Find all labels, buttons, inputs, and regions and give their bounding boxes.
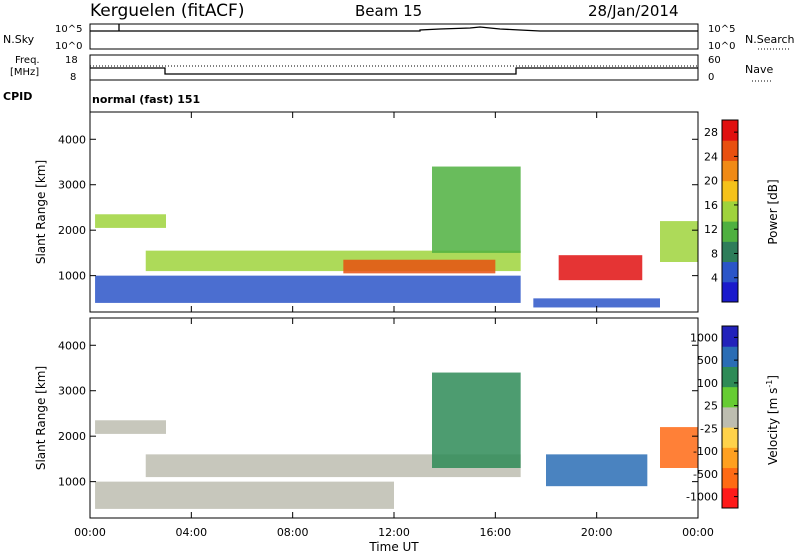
power-colorbar-frame bbox=[721, 119, 739, 303]
power-ylabel: Slant Range [km] bbox=[34, 160, 48, 264]
velocity-colorbar-swatch bbox=[722, 487, 738, 509]
nsearch-tick-top: 10^5 bbox=[708, 24, 735, 35]
beam-label: Beam 15 bbox=[355, 2, 422, 20]
freq-unit-label: [MHz] bbox=[10, 67, 39, 78]
velocity-colorbar-swatch bbox=[722, 386, 738, 408]
power-scatter-region bbox=[660, 221, 698, 262]
nave-label: Nave bbox=[745, 63, 773, 76]
velocity-ytick-label: 4000 bbox=[58, 339, 86, 352]
power-scatter-region bbox=[558, 255, 643, 281]
velocity-colorbar-label: Velocity [m s-1] bbox=[765, 375, 780, 465]
power-colorbar-label: Power [dB] bbox=[766, 179, 780, 244]
power-panel: 1000 2000 3000 4000 Slant Range [km] 4 8 12 16… bbox=[34, 111, 780, 313]
velocity-scatter-region bbox=[95, 420, 166, 434]
power-colorbar-tick-label: 8 bbox=[711, 247, 718, 260]
x-axis-label: Time UT bbox=[368, 540, 419, 554]
power-scatter-region bbox=[533, 298, 660, 308]
velocity-colorbar-swatch bbox=[722, 346, 738, 367]
cpid-text: normal (fast) 151 bbox=[92, 93, 200, 106]
power-scatter-region bbox=[343, 259, 496, 274]
nsky-label: N.Sky bbox=[3, 33, 35, 46]
power-colorbar-swatch bbox=[722, 120, 738, 141]
power-colorbar-swatch bbox=[722, 241, 738, 263]
power-colorbar-tick-label: 20 bbox=[704, 175, 718, 188]
velocity-colorbar-tick-label: -100 bbox=[693, 445, 718, 458]
velocity-colorbar-tick-label: -1000 bbox=[686, 491, 718, 504]
power-colorbar-swatch bbox=[722, 140, 738, 161]
nsky-tick-top: 10^5 bbox=[55, 24, 82, 35]
x-tick-label: 04:00 bbox=[175, 526, 207, 539]
freq-tick-bottom: 8 bbox=[70, 72, 76, 83]
velocity-colorbar-swatch bbox=[722, 447, 738, 469]
power-colorbar-swatch bbox=[722, 221, 738, 242]
x-tick-label: 12:00 bbox=[378, 526, 410, 539]
nsky-panel: N.Sky 10^5 10^0 10^5 10^0 N.Search bbox=[3, 23, 795, 52]
power-colorbar-swatch bbox=[722, 180, 738, 202]
velocity-ytick-label: 1000 bbox=[58, 476, 86, 489]
power-colorbar-swatch bbox=[722, 261, 738, 283]
x-tick-label: 16:00 bbox=[479, 526, 511, 539]
velocity-colorbar-tick-label: 500 bbox=[697, 354, 718, 367]
power-colorbar-swatch bbox=[722, 281, 738, 303]
power-colorbar-tick-label: 24 bbox=[704, 150, 718, 163]
power-scatter-region bbox=[95, 275, 521, 303]
velocity-ytick-label: 3000 bbox=[58, 385, 86, 398]
velocity-colorbar-swatch bbox=[722, 406, 738, 428]
power-ytick-label: 3000 bbox=[58, 179, 86, 192]
date-label: 28/Jan/2014 bbox=[588, 2, 679, 20]
velocity-ytick-label: 2000 bbox=[58, 430, 86, 443]
nsky-tick-bottom: 10^0 bbox=[55, 41, 82, 52]
velocity-scatter-region bbox=[145, 454, 521, 478]
cpid-label: CPID bbox=[3, 90, 32, 103]
x-tick-label: 08:00 bbox=[277, 526, 309, 539]
power-ytick-label: 4000 bbox=[58, 133, 86, 146]
velocity-scatter-region bbox=[95, 481, 395, 509]
freq-panel: Freq. [MHz] CPID 18 8 60 0 Nave normal (… bbox=[3, 54, 773, 112]
power-colorbar-swatch bbox=[722, 200, 738, 222]
power-ytick-label: 1000 bbox=[58, 270, 86, 283]
velocity-colorbar-tick-label: -25 bbox=[700, 422, 718, 435]
velocity-colorbar-tick-label: 25 bbox=[704, 400, 718, 413]
x-tick-label: 00:00 bbox=[682, 526, 714, 539]
velocity-colorbar-swatch bbox=[722, 326, 738, 347]
velocity-colorbar-swatch bbox=[722, 427, 738, 448]
velocity-colorbar-frame bbox=[721, 325, 739, 509]
x-tick-label: 20:00 bbox=[581, 526, 613, 539]
nave-tick-bottom: 0 bbox=[708, 72, 714, 83]
power-scatter-region bbox=[95, 214, 166, 228]
freq-tick-top: 18 bbox=[65, 55, 78, 66]
power-scatter-region bbox=[432, 166, 521, 253]
power-ytick-label: 2000 bbox=[58, 224, 86, 237]
freq-trace bbox=[90, 67, 698, 75]
velocity-colorbar-swatch bbox=[722, 467, 738, 489]
x-tick-label: 00:00 bbox=[74, 526, 106, 539]
nave-tick-top: 60 bbox=[708, 55, 721, 66]
velocity-colorbar-tick-label: 1000 bbox=[690, 331, 718, 344]
nsearch-label: N.Search bbox=[745, 33, 795, 46]
velocity-scatter-region bbox=[432, 372, 521, 468]
velocity-colorbar-tick-label: -500 bbox=[693, 468, 718, 481]
velocity-ylabel: Slant Range [km] bbox=[34, 366, 48, 470]
power-colorbar-tick-label: 12 bbox=[704, 223, 718, 236]
velocity-scatter-region bbox=[546, 454, 648, 487]
freq-label: Freq. bbox=[15, 55, 40, 66]
nsky-trace bbox=[90, 26, 698, 32]
station-title: Kerguelen (fitACF) bbox=[90, 1, 244, 21]
power-colorbar-swatch bbox=[722, 160, 738, 182]
nsearch-tick-bottom: 10^0 bbox=[708, 41, 735, 52]
power-colorbar-tick-label: 4 bbox=[711, 272, 718, 285]
power-colorbar-tick-label: 28 bbox=[704, 126, 718, 139]
velocity-scatter-region bbox=[660, 427, 698, 468]
velocity-colorbar-swatch bbox=[722, 366, 738, 388]
velocity-panel: 1000 2000 3000 4000 Slant Range [km] 1000 50… bbox=[34, 317, 780, 519]
velocity-colorbar-tick-label: 100 bbox=[697, 377, 718, 390]
power-colorbar-tick-label: 16 bbox=[704, 199, 718, 212]
